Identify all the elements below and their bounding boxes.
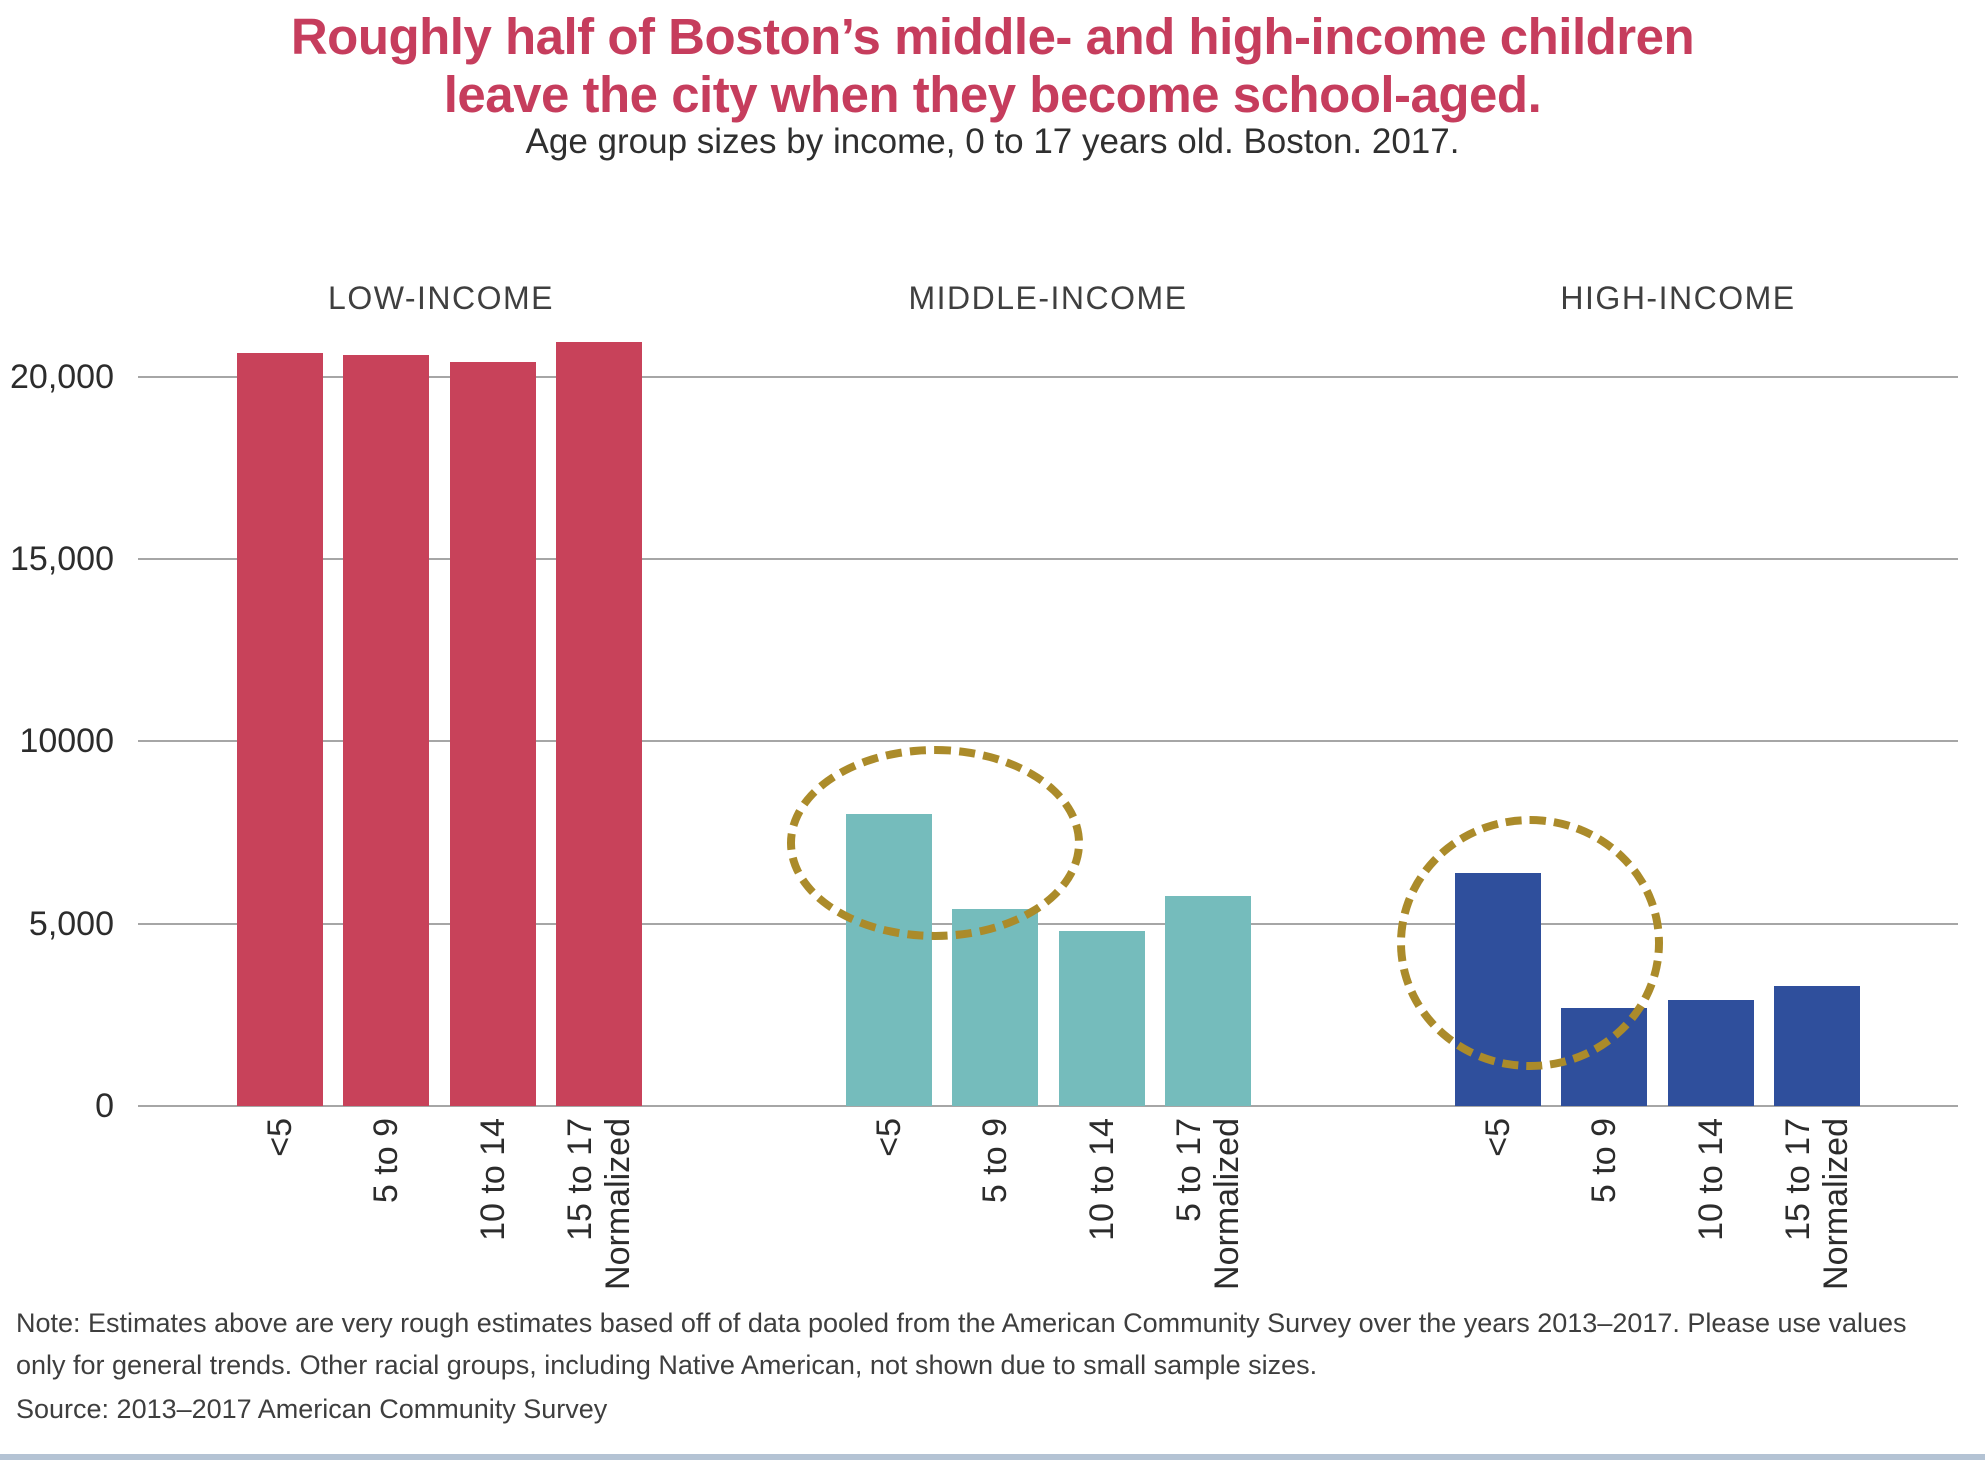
x-axis-line (138, 1105, 1958, 1107)
y-axis-tick-label: 5,000 (28, 904, 114, 943)
group-header: LOW-INCOME (328, 280, 554, 316)
y-axis-tick-label: 20,000 (10, 357, 114, 396)
bar (237, 352, 323, 1106)
y-axis-tick-label: 10000 (19, 722, 114, 761)
note-text: Note: Estimates above are very rough est… (16, 1302, 1956, 1386)
source-text: Source: 2013–2017 American Community Sur… (16, 1394, 608, 1424)
group-header: HIGH-INCOME (1560, 280, 1796, 316)
bar (555, 341, 642, 1106)
gridline (138, 375, 1958, 378)
bar (343, 354, 430, 1106)
note-line-2: only for general trends. Other racial gr… (16, 1350, 1318, 1380)
bar (1058, 930, 1145, 1106)
highlight-ellipse (787, 746, 1083, 940)
chart-title-line-1: Roughly half of Boston’s middle- and hig… (290, 8, 1695, 65)
chart-subtitle: Age group sizes by income, 0 to 17 years… (525, 122, 1460, 161)
group-header: MIDDLE-INCOME (908, 280, 1188, 316)
note-line-1: Note: Estimates above are very rough est… (16, 1308, 1907, 1338)
gridline (138, 922, 1958, 925)
bar (1773, 985, 1860, 1106)
bar (1667, 1000, 1754, 1106)
highlight-ellipse (1397, 816, 1663, 1070)
y-axis-tick-label: 15,000 (10, 539, 114, 578)
bar (449, 361, 536, 1106)
bottom-divider (0, 1454, 1985, 1460)
y-axis-tick-label: 0 (95, 1087, 114, 1125)
gridline (138, 557, 1958, 560)
chart-title-line-2: leave the city when they become school-a… (443, 66, 1542, 123)
bar (1164, 896, 1251, 1106)
chart-title: Roughly half of Boston’s middle- and hig… (0, 8, 1985, 124)
gridline (138, 740, 1958, 743)
bar (952, 909, 1039, 1106)
